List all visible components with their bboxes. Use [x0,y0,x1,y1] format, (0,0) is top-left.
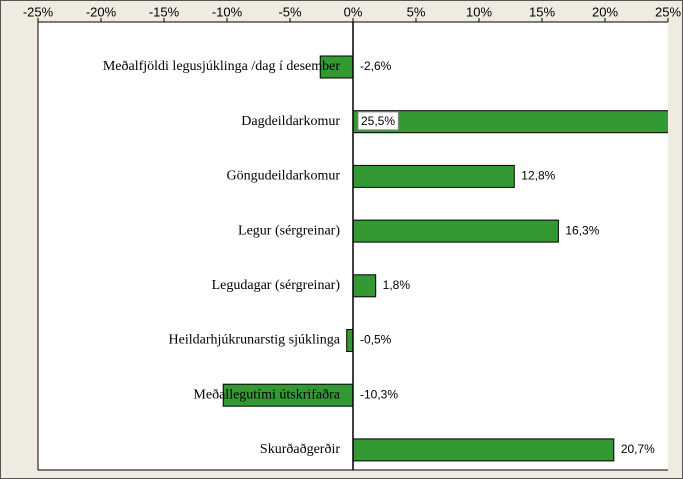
bar [352,274,377,298]
x-tick-label: 5% [407,4,426,19]
category-label: Legudagar (sérgreinar) [212,278,341,293]
value-label: -0,5% [360,333,392,347]
category-label: Legur (sérgreinar) [238,223,340,238]
bar [352,110,668,134]
category-label: Dagdeildarkomur [241,114,340,129]
value-label: 16,3% [565,223,599,237]
category-label: Skurðaðgerðir [260,442,340,457]
category-label: Meðalfjöldi legusjúklinga /dag í desembe… [103,59,341,74]
x-tick-label: 0% [344,4,363,19]
bar [352,438,615,462]
category-label: Meðallegutími útskrifaðra [193,387,340,402]
x-tick-label: -10% [212,4,243,19]
x-tick-label: 25% [655,4,681,19]
x-tick-label: -20% [86,4,117,19]
x-tick-label: 10% [466,4,492,19]
category-label: Heildarhjúkrunarstig sjúklinga [169,333,341,348]
category-label: Göngudeildarkomur [226,169,340,184]
bar [352,164,515,188]
value-label: -10,3% [360,387,398,401]
x-tick-label: -25% [23,4,54,19]
value-label: -2,6% [360,59,392,73]
x-tick-label: 20% [592,4,618,19]
value-label: 1,8% [383,278,411,292]
bar [352,219,559,243]
value-label: 12,8% [521,169,555,183]
value-label: 20,7% [621,442,655,456]
x-tick-label: -15% [149,4,180,19]
x-tick-label: 15% [529,4,555,19]
value-label-box [357,111,399,131]
x-tick-label: -5% [278,4,302,19]
value-label: 25,5% [361,114,395,128]
bar [346,329,354,352]
